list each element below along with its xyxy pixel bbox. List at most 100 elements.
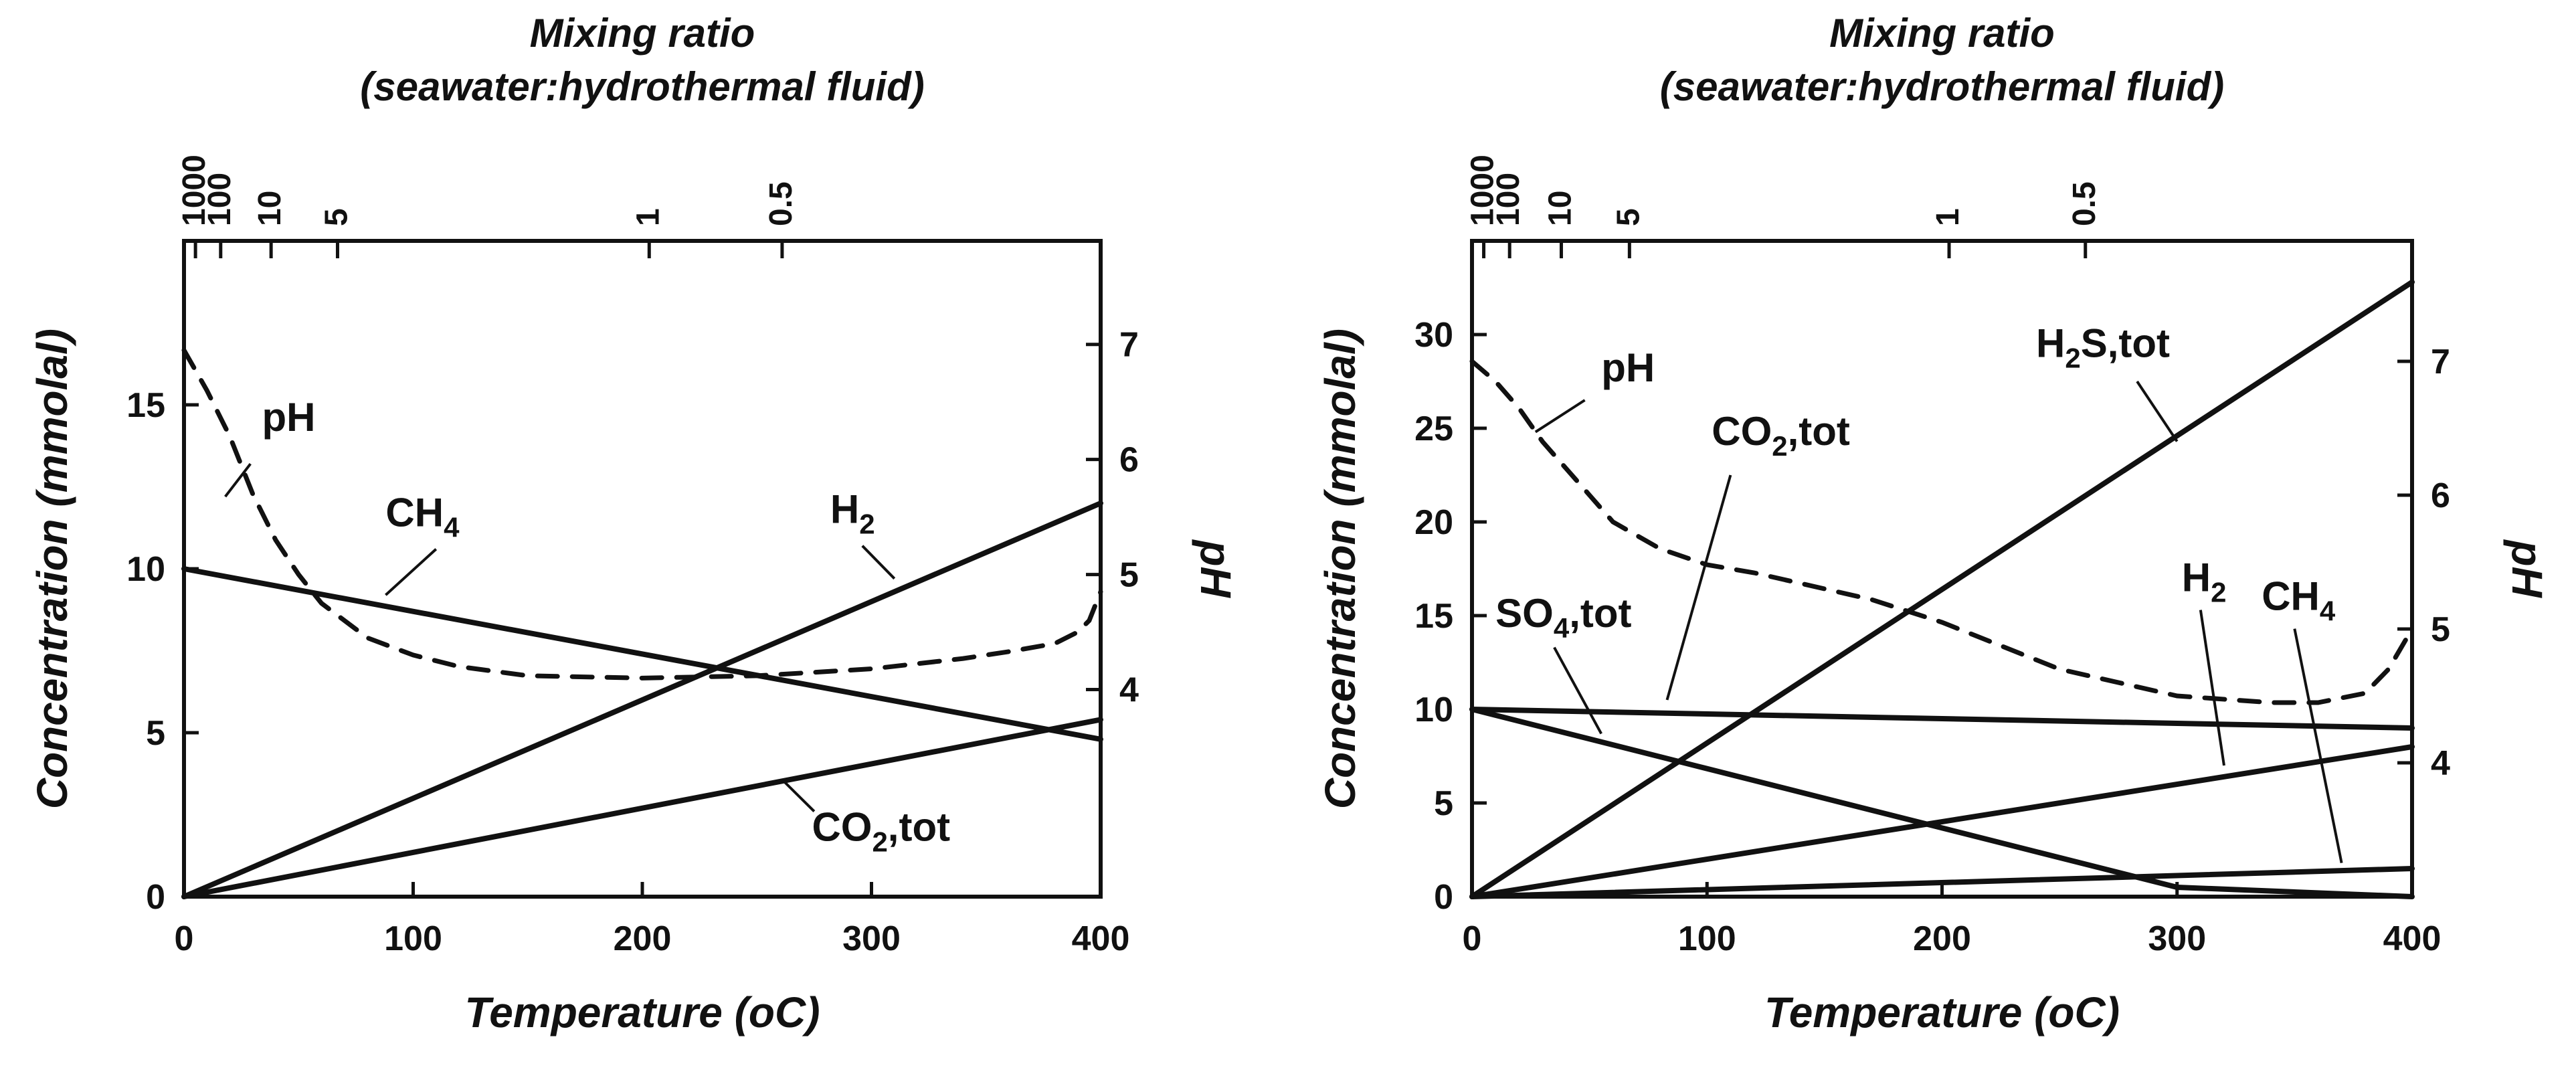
series-label: SO4,tot bbox=[1495, 591, 1631, 644]
top-tick-label: 0.5 bbox=[2067, 181, 2102, 226]
y2-tick-label: 7 bbox=[1119, 326, 1139, 365]
series-line-co2-tot bbox=[181, 717, 1103, 899]
y-axis-title: Concentration (mmolal) bbox=[28, 329, 76, 809]
y-tick-label: 30 bbox=[1414, 316, 1453, 355]
series-line-h2 bbox=[1469, 744, 2415, 899]
top-axis-subtitle: (seawater:hydrothermal fluid) bbox=[1660, 64, 2225, 109]
y-tick-label: 25 bbox=[1414, 410, 1453, 448]
series-label: H2 bbox=[830, 486, 875, 539]
top-tick-label: 10 bbox=[1542, 191, 1578, 226]
annotation-leader bbox=[1534, 399, 1586, 434]
y-tick-label: 5 bbox=[146, 714, 165, 753]
x-tick-label: 100 bbox=[1678, 919, 1736, 958]
x-tick-label: 200 bbox=[1913, 919, 1971, 958]
y-axis-title: Concentration (mmolal) bbox=[1316, 329, 1364, 809]
x-tick-label: 300 bbox=[2148, 919, 2206, 958]
y2-tick-label: 5 bbox=[2431, 610, 2450, 649]
top-tick-label: 1 bbox=[630, 208, 666, 226]
annotation-leader bbox=[385, 548, 438, 596]
y2-tick-label: 6 bbox=[2431, 476, 2450, 515]
series-label-main: pH bbox=[262, 395, 315, 440]
y2-tick-label: 6 bbox=[1119, 441, 1139, 480]
top-tick-label: 5 bbox=[318, 208, 354, 226]
x-axis-title: Temperature (oC) bbox=[1764, 988, 2120, 1036]
series-label-subscript: 4 bbox=[2320, 596, 2336, 627]
series-line-h2s-tot bbox=[1469, 279, 2415, 899]
x-tick-label: 100 bbox=[384, 919, 442, 958]
top-tick-label: 100 bbox=[1491, 173, 1526, 226]
plot-frame bbox=[182, 239, 1103, 899]
x-tick-label: 300 bbox=[842, 919, 901, 958]
annotation-leader bbox=[2293, 628, 2343, 863]
series-label: CO2,tot bbox=[812, 805, 950, 858]
top-tick-label: 1000 bbox=[1465, 155, 1501, 226]
series-label: pH bbox=[1601, 345, 1655, 390]
series-label-main: H bbox=[2036, 321, 2065, 366]
series-line-ch4 bbox=[1469, 866, 2415, 899]
series-label: H2S,tot bbox=[2036, 321, 2170, 374]
y2-tick-label: 4 bbox=[1119, 671, 1139, 710]
series-label-main: SO bbox=[1495, 591, 1554, 636]
series-label-main: CO bbox=[1712, 409, 1772, 454]
series-line-h2 bbox=[181, 501, 1103, 899]
annotation-leader bbox=[224, 462, 252, 498]
y-tick-label: 20 bbox=[1414, 503, 1453, 542]
top-tick-label: 1 bbox=[1930, 208, 1966, 226]
series-label-suffix: S,tot bbox=[2081, 321, 2170, 366]
top-tick-label: 5 bbox=[1611, 208, 1646, 226]
series-label: H2 bbox=[2182, 555, 2227, 608]
series-label: pH bbox=[262, 395, 315, 440]
series-line-co2-tot bbox=[1469, 707, 2415, 731]
x-tick-label: 0 bbox=[175, 919, 194, 958]
series-line-so4-tot bbox=[1469, 707, 2415, 899]
annotation-leader bbox=[861, 545, 896, 580]
top-tick-label: 1000 bbox=[177, 155, 212, 226]
y-tick-label: 10 bbox=[126, 550, 165, 589]
annotation-leader bbox=[1665, 474, 1732, 701]
top-axis-subtitle: (seawater:hydrothermal fluid) bbox=[360, 64, 925, 109]
series-label: CH4 bbox=[2262, 574, 2336, 627]
y-tick-label: 15 bbox=[1414, 597, 1453, 636]
series-label-suffix: ,tot bbox=[1569, 591, 1631, 636]
series-label-subscript: 2 bbox=[859, 508, 875, 539]
series-label-suffix: ,tot bbox=[888, 805, 950, 850]
series-label-subscript: 2 bbox=[2211, 577, 2226, 608]
y-tick-label: 10 bbox=[1414, 691, 1453, 729]
top-tick-label: 100 bbox=[202, 173, 238, 226]
plot-frame bbox=[1470, 239, 2414, 899]
y2-tick-label: 5 bbox=[1119, 556, 1139, 595]
y-tick-label: 5 bbox=[1434, 784, 1453, 823]
series-label-suffix: ,tot bbox=[1788, 409, 1850, 454]
x-axis-title: Temperature (oC) bbox=[464, 988, 820, 1036]
series-label-subscript: 2 bbox=[872, 826, 887, 858]
series-label-subscript: 2 bbox=[2065, 343, 2080, 374]
annotation-leader bbox=[1553, 646, 1602, 735]
top-tick-label: 10 bbox=[252, 191, 288, 226]
series-line-ph bbox=[181, 347, 1103, 681]
y2-tick-label: 4 bbox=[2431, 744, 2450, 783]
series-label-main: CH bbox=[385, 490, 444, 535]
x-tick-label: 400 bbox=[2383, 919, 2442, 958]
x-tick-label: 400 bbox=[1072, 919, 1130, 958]
series-label-main: H bbox=[2182, 555, 2211, 600]
y2-axis-title: pH bbox=[1192, 539, 1240, 598]
y2-tick-label: 7 bbox=[2431, 343, 2450, 381]
series-line-ch4 bbox=[181, 566, 1103, 742]
series-label-main: pH bbox=[1601, 345, 1655, 390]
top-tick-label: 0.5 bbox=[763, 181, 799, 226]
y-tick-label: 15 bbox=[126, 386, 165, 425]
series-label-main: CH bbox=[2262, 574, 2320, 619]
series-label: CH4 bbox=[385, 490, 460, 543]
series-label-subscript: 4 bbox=[444, 511, 460, 543]
x-tick-label: 200 bbox=[614, 919, 672, 958]
annotation-leader bbox=[2136, 380, 2179, 442]
annotation-leader bbox=[2199, 610, 2225, 766]
series-label-subscript: 4 bbox=[1554, 612, 1570, 644]
top-axis-title: Mixing ratio bbox=[530, 11, 755, 56]
x-tick-label: 0 bbox=[1463, 919, 1482, 958]
annotation-leader bbox=[783, 781, 816, 813]
y-tick-label: 0 bbox=[1434, 878, 1453, 917]
